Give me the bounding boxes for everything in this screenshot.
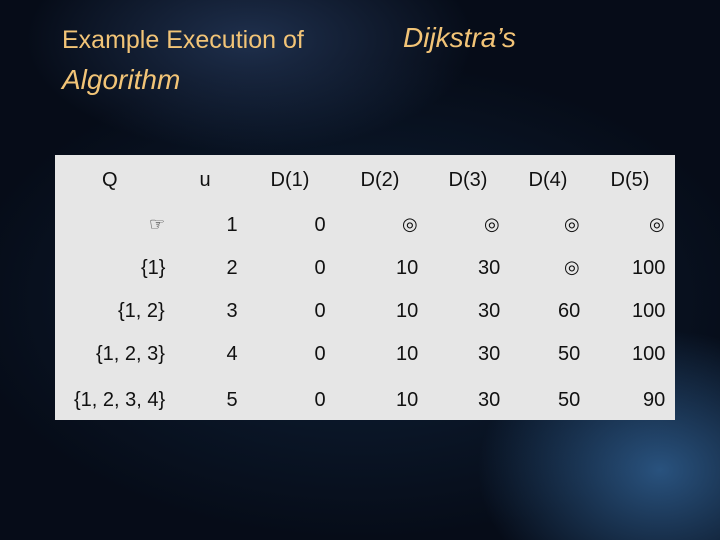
table-cell: 10 bbox=[396, 343, 419, 365]
table-cell: 90 bbox=[643, 389, 666, 411]
title-rest: Algorithm bbox=[62, 64, 181, 95]
table-cell: 100 bbox=[632, 300, 666, 322]
table-cell: 0 bbox=[314, 257, 326, 279]
table-cell: 0 bbox=[314, 389, 326, 411]
table-cell: 0 bbox=[314, 343, 326, 365]
table-cell: {1, 2, 3} bbox=[96, 343, 165, 365]
title-name: Dijkstra’s bbox=[403, 22, 517, 53]
title-lead: Example Execution of bbox=[62, 26, 304, 54]
table-cell: 2 bbox=[226, 257, 238, 279]
table-cell: 0 bbox=[314, 300, 326, 322]
table-cell: 100 bbox=[632, 257, 666, 279]
column-header: D(5) bbox=[610, 169, 650, 191]
table-cell: ◎ bbox=[649, 214, 665, 235]
column-header: u bbox=[199, 169, 211, 191]
table-cell: 10 bbox=[396, 257, 419, 279]
column-header: Q bbox=[102, 169, 118, 191]
table-cell: {1} bbox=[141, 257, 166, 279]
table-cell: 5 bbox=[226, 389, 238, 411]
table-cell: {1, 2} bbox=[118, 300, 165, 322]
table-cell: ◎ bbox=[484, 214, 500, 235]
table-cell: 1 bbox=[226, 214, 238, 236]
table-cell: ☞ bbox=[149, 214, 166, 235]
table-cell: 30 bbox=[478, 257, 501, 279]
table-cell: 50 bbox=[558, 389, 581, 411]
column-header: D(2) bbox=[360, 169, 400, 191]
table-cell: 4 bbox=[226, 343, 238, 365]
column-header: D(4) bbox=[528, 169, 568, 191]
table-cell: 10 bbox=[396, 300, 419, 322]
table-cell: 50 bbox=[558, 343, 581, 365]
table-cell: 60 bbox=[558, 300, 581, 322]
table-cell: 30 bbox=[478, 343, 501, 365]
table-cell: {1, 2, 3, 4} bbox=[74, 389, 166, 411]
table-cell: 30 bbox=[478, 300, 501, 322]
table-cell: 30 bbox=[478, 389, 501, 411]
table-cell: 3 bbox=[226, 300, 238, 322]
table-cell: 100 bbox=[632, 343, 666, 365]
table-cell: ◎ bbox=[564, 257, 580, 278]
table-cell: ◎ bbox=[564, 214, 580, 235]
table-cell: ◎ bbox=[402, 214, 418, 235]
column-header: D(3) bbox=[448, 169, 488, 191]
table-cell: 0 bbox=[314, 214, 326, 236]
column-header: D(1) bbox=[270, 169, 310, 191]
table-cell: 10 bbox=[396, 389, 419, 411]
